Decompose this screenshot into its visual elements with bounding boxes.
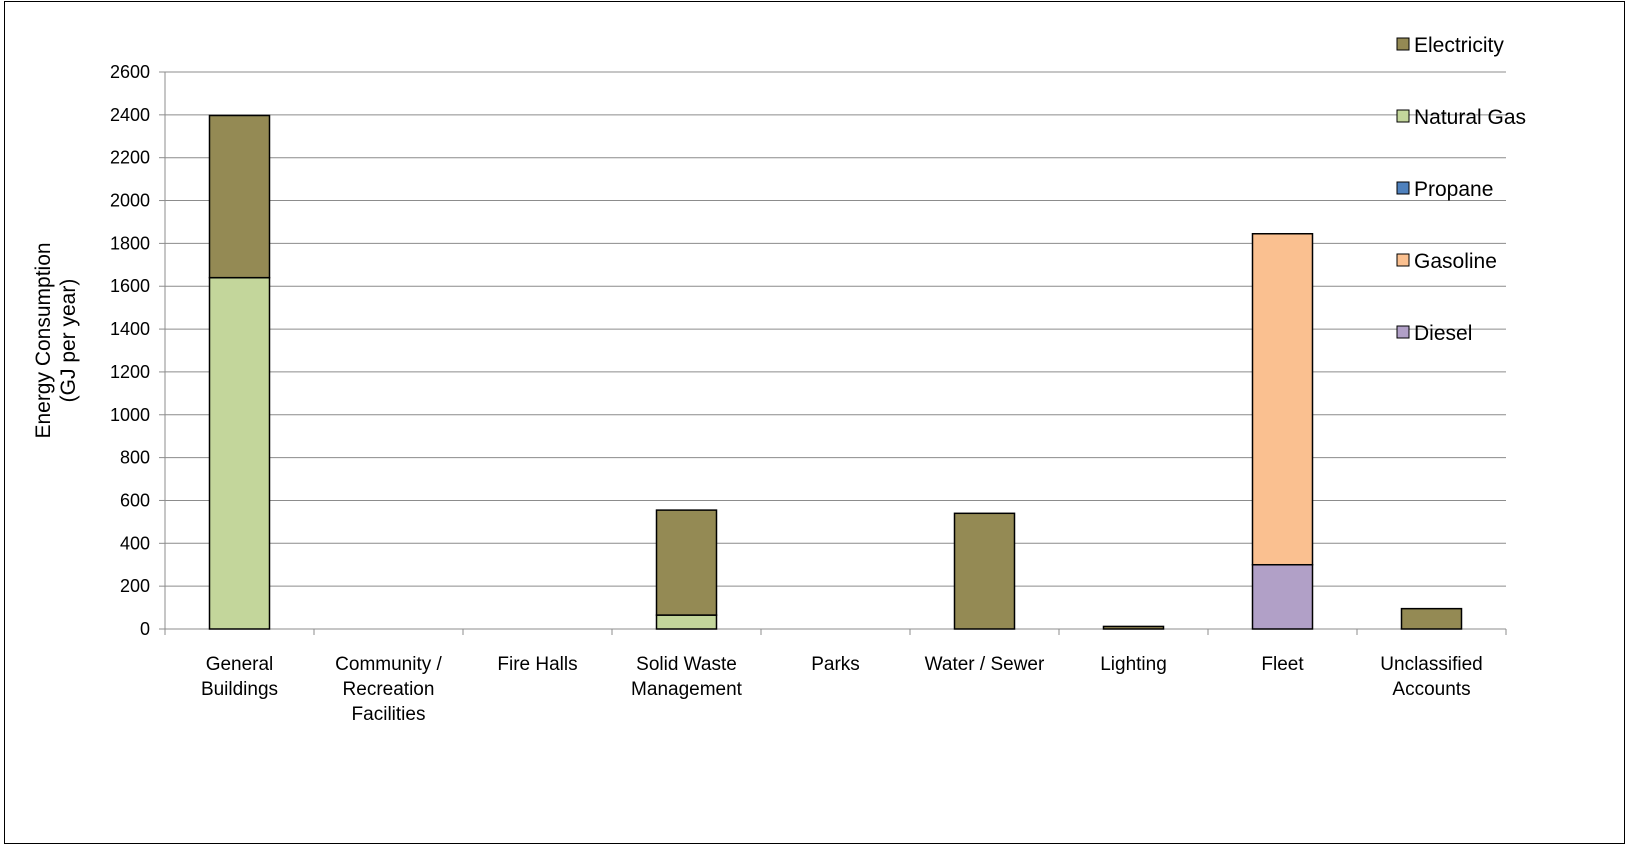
x-tick-label-line: Accounts [1392,679,1470,700]
x-tick-label-line: Management [631,679,743,700]
x-tick-label-line: Water / Sewer [925,654,1045,675]
bar-solid-waste-management-natural-gas [655,614,718,630]
axis-labels: 0 200 400 600 800 1000 1200 1400 1600 1800 2000 220… [32,62,1483,725]
legend-swatch-natural-gas [1396,109,1410,123]
y-tick-label-1600: 1600 [110,276,150,296]
x-tick-label-line: Unclassified [1380,654,1482,675]
legend-label-gasoline: Gasoline [1414,250,1497,273]
x-tick-label-parks: Parks [811,654,860,675]
y-tick-label-200: 200 [120,576,150,596]
bar-solid-waste-management-electricity [655,509,718,616]
legend: Electricity Natural Gas Propane Gasoline Die… [1396,34,1526,345]
y-axis-title-line: (GJ per year) [57,279,80,403]
x-tick-label-line: General [206,654,274,675]
y-tick-label-2200: 2200 [110,148,150,168]
x-tick-label-solid-waste-management: Solid Waste Management [631,654,743,700]
bar-lighting-electricity [1102,625,1165,630]
x-tick-label-line: Facilities [352,704,426,725]
legend-label-electricity: Electricity [1414,34,1504,57]
x-tick-label-line: Fire Halls [497,654,577,675]
bars [208,114,1463,630]
bar-water-sewer-electricity [953,512,1016,630]
x-tick-label-community-recreation-facilities: Community / Recreation Facilities [335,654,442,725]
x-tick-label-line: Buildings [201,679,278,700]
gridlines [165,71,1506,587]
stacked-bar-chart: 0 200 400 600 800 1000 1200 1400 1600 1800 2000 220… [32,34,1526,725]
y-axis-title-line: Energy Consumption [32,242,55,438]
legend-swatch-propane [1396,181,1410,195]
x-tick-label-general-buildings: General Buildings [201,654,278,700]
x-tick-label-water-sewer: Water / Sewer [925,654,1045,675]
y-tick-label-2600: 2600 [110,62,150,82]
y-axis-title: Energy Consumption(GJ per year) [32,242,80,438]
bar-unclassified-accounts-electricity [1400,607,1463,630]
y-tick-label-0: 0 [140,619,150,639]
y-tick-label-1200: 1200 [110,362,150,382]
x-tick-label-fire-halls: Fire Halls [497,654,577,675]
x-tick-label-fleet: Fleet [1261,654,1304,675]
y-tick-label-2400: 2400 [110,105,150,125]
legend-swatch-gasoline [1396,253,1410,267]
x-tick-label-line: Recreation [343,679,435,700]
bar-general-buildings-electricity [208,114,271,279]
x-tick-label-line: Solid Waste [636,654,737,675]
y-tick-label-800: 800 [120,448,150,468]
legend-label-diesel: Diesel [1414,322,1472,345]
x-tick-label-line: Parks [811,654,860,675]
y-tick-label-400: 400 [120,533,150,553]
chart-area: 0 200 400 600 800 1000 1200 1400 1600 1800 2000 220… [4,1,1625,844]
y-tick-label-2000: 2000 [110,191,150,211]
x-tick-label-lighting: Lighting [1100,654,1167,675]
x-tick-label-line: Community / [335,654,442,675]
legend-label-propane: Propane [1414,178,1493,201]
y-tick-label-1400: 1400 [110,319,150,339]
y-tick-label-600: 600 [120,490,150,510]
x-tick-label-unclassified-accounts: Unclassified Accounts [1380,654,1482,700]
bar-general-buildings-natural-gas [208,276,271,630]
y-tick-label-1800: 1800 [110,233,150,253]
x-tick-label-line: Fleet [1261,654,1304,675]
legend-swatch-diesel [1396,325,1410,339]
bar-fleet-gasoline [1251,232,1314,566]
bar-fleet-diesel [1251,563,1314,630]
y-tick-label-1000: 1000 [110,405,150,425]
legend-swatch-electricity [1396,37,1410,51]
legend-label-natural-gas: Natural Gas [1414,106,1526,129]
x-tick-label-line: Lighting [1100,654,1167,675]
